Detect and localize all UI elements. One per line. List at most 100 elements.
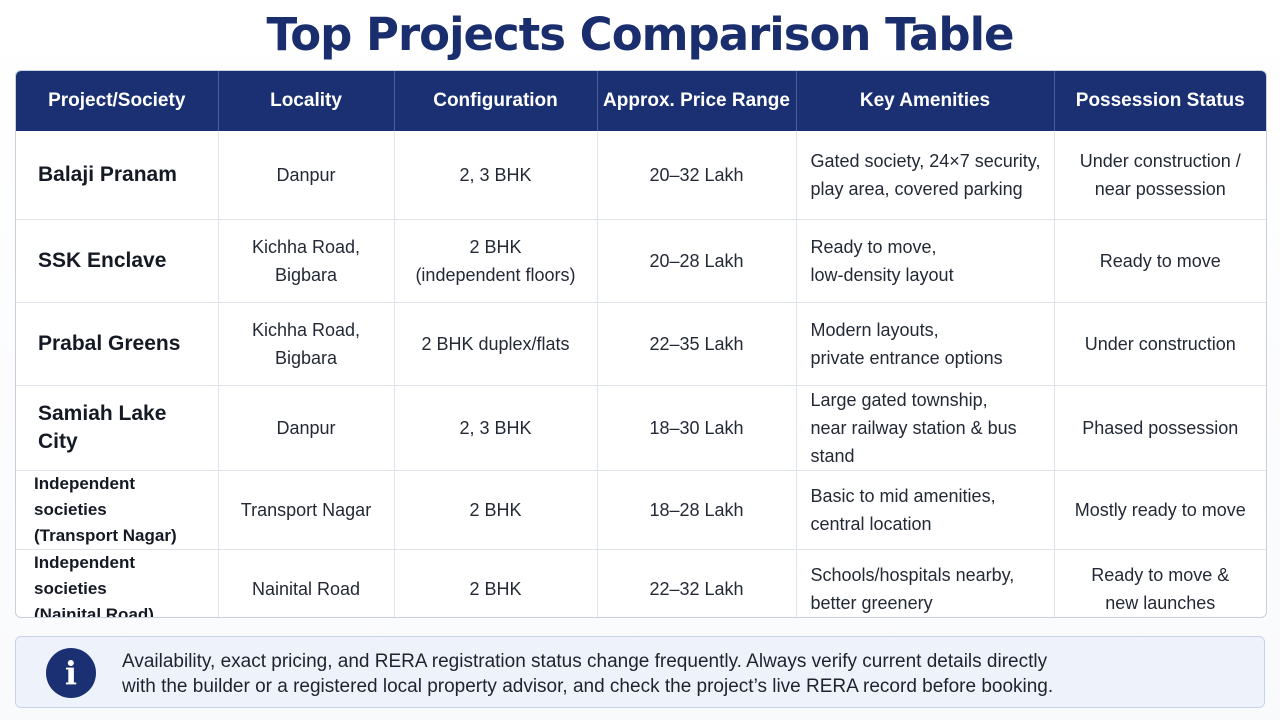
possession-line: Ready to move & <box>1091 565 1230 585</box>
configuration-line: 2 BHK <box>469 237 522 257</box>
configuration-cell: 2 BHK duplex/flats <box>394 302 598 386</box>
project-name-line: (Nainital Road) <box>34 605 154 618</box>
amenities-cell: Gated society, 24×7 security, play area,… <box>796 131 1055 220</box>
locality-text: Danpur <box>276 418 336 438</box>
amenities-line: Basic to mid amenities, <box>810 486 996 506</box>
locality-cell: Kichha Road, Bigbara <box>218 219 395 303</box>
configuration-text: 2, 3 BHK <box>459 418 532 438</box>
price-cell: 22–35 Lakh <box>597 302 797 386</box>
amenities-line: Large gated township, <box>810 390 988 410</box>
possession-line: Under construction / <box>1079 151 1241 171</box>
amenities-line: near railway station & bus stand <box>810 418 1017 466</box>
locality-line: Bigbara <box>274 265 338 285</box>
project-cell: Samiah Lake City <box>16 385 219 471</box>
project-cell: SSK Enclave <box>16 219 219 303</box>
possession-cell: Phased possession <box>1054 385 1266 471</box>
possession-line: near possession <box>1094 179 1226 199</box>
locality-cell: Nainital Road <box>218 549 395 617</box>
amenities-line: play area, covered parking <box>810 179 1023 199</box>
amenities-line: low-density layout <box>810 265 954 285</box>
header-locality: Locality <box>218 71 395 131</box>
possession-cell: Under construction / near possession <box>1054 131 1266 220</box>
price-cell: 18–28 Lakh <box>597 470 797 550</box>
amenities-line: central location <box>810 514 932 534</box>
configuration-text: 2, 3 BHK <box>459 165 532 185</box>
amenities-cell: Basic to mid amenities, central location <box>796 470 1055 550</box>
project-cell: Prabal Greens <box>16 302 219 386</box>
amenities-line: Ready to move, <box>810 237 937 257</box>
table-row: SSK Enclave Kichha Road, Bigbara 2 BHK (… <box>16 219 1266 303</box>
project-cell: Independent societies (Nainital Road) <box>16 549 219 618</box>
disclaimer-text: Availability, exact pricing, and RERA re… <box>122 649 1242 699</box>
locality-cell: Danpur <box>218 131 395 220</box>
table-header-row: Project/Society Locality Configuration A… <box>16 71 1266 131</box>
amenities-line: better greenery <box>810 593 933 613</box>
project-cell: Independent societies (Transport Nagar) <box>16 470 219 550</box>
locality-line: Kichha Road, <box>251 237 361 257</box>
disclaimer-note: i Availability, exact pricing, and RERA … <box>15 636 1265 708</box>
locality-line: Bigbara <box>274 348 338 368</box>
project-name-line: Independent societies <box>34 553 136 598</box>
header-configuration: Configuration <box>394 71 598 131</box>
possession-cell: Under construction <box>1054 302 1266 386</box>
locality-text: Transport Nagar <box>240 500 372 520</box>
table-row: Independent societies (Nainital Road) Na… <box>16 549 1266 618</box>
possession-line: new launches <box>1105 593 1216 613</box>
comparison-table-container: Project/Society Locality Configuration A… <box>15 70 1267 618</box>
possession-line: Phased possession <box>1082 418 1239 438</box>
project-name-line: Independent societies <box>34 474 136 519</box>
page-title: Top Projects Comparison Table <box>266 8 1014 61</box>
project-name: SSK Enclave <box>38 249 167 272</box>
price-cell: 22–32 Lakh <box>597 549 797 617</box>
header-price-range: Approx. Price Range <box>597 71 797 131</box>
locality-cell: Transport Nagar <box>218 470 395 550</box>
disclaimer-line: Availability, exact pricing, and RERA re… <box>122 651 1048 672</box>
configuration-text: 2 BHK duplex/flats <box>421 334 570 354</box>
configuration-cell: 2 BHK (independent floors) <box>394 219 598 303</box>
configuration-cell: 2 BHK <box>394 549 598 617</box>
amenities-line: Modern layouts, <box>810 320 939 340</box>
project-name: Balaji Pranam <box>38 163 177 186</box>
disclaimer-line: with the builder or a registered local p… <box>122 676 1054 697</box>
header-possession-status: Possession Status <box>1054 71 1266 131</box>
header-key-amenities: Key Amenities <box>796 71 1055 131</box>
configuration-cell: 2, 3 BHK <box>394 385 598 471</box>
project-name-line: (Transport Nagar) <box>34 526 177 545</box>
possession-cell: Ready to move & new launches <box>1054 550 1266 618</box>
table-row: Balaji Pranam Danpur 2, 3 BHK 20–32 Lakh… <box>16 131 1266 220</box>
locality-text: Danpur <box>276 165 336 185</box>
amenities-cell: Ready to move, low-density layout <box>796 219 1055 303</box>
price-cell: 20–32 Lakh <box>597 131 797 220</box>
possession-line: Ready to move <box>1099 251 1221 271</box>
amenities-cell: Modern layouts, private entrance options <box>796 302 1055 386</box>
price-cell: 20–28 Lakh <box>597 219 797 303</box>
table-row: Prabal Greens Kichha Road, Bigbara 2 BHK… <box>16 302 1266 386</box>
project-name: Prabal Greens <box>38 332 181 355</box>
header-project: Project/Society <box>16 71 219 131</box>
project-cell: Balaji Pranam <box>16 131 219 220</box>
configuration-text: 2 BHK <box>469 579 522 599</box>
amenities-line: private entrance options <box>810 348 1003 368</box>
locality-line: Kichha Road, <box>251 320 361 340</box>
amenities-cell: Large gated township, near railway stati… <box>796 385 1055 471</box>
price-cell: 18–30 Lakh <box>597 385 797 471</box>
possession-line: Mostly ready to move <box>1074 500 1246 520</box>
comparison-table: Project/Society Locality Configuration A… <box>16 71 1266 618</box>
configuration-text: 2 BHK <box>469 500 522 520</box>
info-icon: i <box>46 648 96 698</box>
table-row: Samiah Lake City Danpur 2, 3 BHK 18–30 L… <box>16 385 1266 471</box>
configuration-cell: 2, 3 BHK <box>394 131 598 220</box>
amenities-cell: Schools/hospitals nearby, better greener… <box>796 549 1055 617</box>
possession-cell: Ready to move <box>1054 219 1266 303</box>
locality-cell: Kichha Road, Bigbara <box>218 302 395 386</box>
configuration-line: (independent floors) <box>415 265 576 285</box>
amenities-line: Gated society, 24×7 security, <box>810 151 1041 171</box>
project-name: Samiah Lake City <box>38 402 167 453</box>
locality-cell: Danpur <box>218 385 395 471</box>
amenities-line: Schools/hospitals nearby, <box>810 565 1015 585</box>
table-row: Independent societies (Transport Nagar) … <box>16 470 1266 550</box>
configuration-cell: 2 BHK <box>394 470 598 550</box>
possession-cell: Mostly ready to move <box>1054 470 1266 550</box>
possession-line: Under construction <box>1084 334 1236 354</box>
